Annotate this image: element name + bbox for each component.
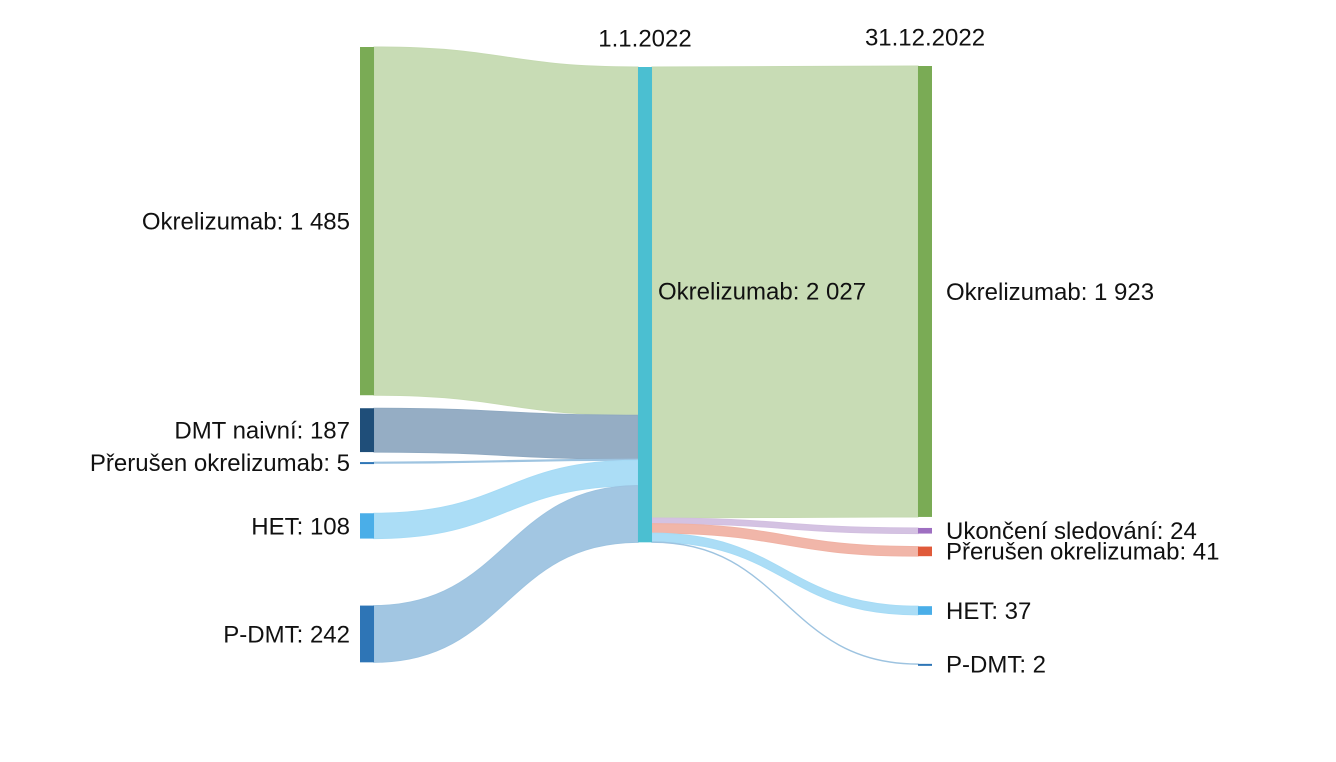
flow-link (373, 407, 639, 460)
node (360, 408, 374, 453)
links (373, 46, 919, 665)
node-label: Přerušen okrelizumab: 41 (946, 539, 1219, 566)
node-label: P-DMT: 2 (946, 651, 1046, 678)
node-label: P-DMT: 242 (223, 621, 350, 648)
flow-link (373, 46, 639, 416)
node-label: Okrelizumab: 2 027 (658, 278, 866, 305)
node-label: Ukončení sledování: 24 (946, 518, 1197, 545)
node (918, 527, 932, 534)
column-title: 1.1.2022 (598, 25, 691, 52)
node (638, 67, 652, 543)
node-label: Přerušen okrelizumab: 5 (90, 450, 350, 477)
node (360, 513, 374, 539)
node-label: Okrelizumab: 1 923 (946, 279, 1154, 306)
node (918, 66, 932, 517)
node (360, 605, 374, 663)
node (360, 462, 374, 465)
node-label: HET: 37 (946, 598, 1031, 625)
node-label: Okrelizumab: 1 485 (142, 208, 350, 235)
node-label: HET: 108 (251, 513, 350, 540)
flow-link (651, 541, 919, 665)
node (918, 663, 932, 666)
nodes: Okrelizumab: 1 485 DMT naivní: 187 Přeruše… (90, 47, 1219, 678)
node (360, 47, 374, 396)
node-label: DMT naivní: 187 (174, 418, 350, 445)
column-title: 31.12.2022 (865, 24, 985, 51)
node (918, 546, 932, 557)
node (918, 606, 932, 615)
